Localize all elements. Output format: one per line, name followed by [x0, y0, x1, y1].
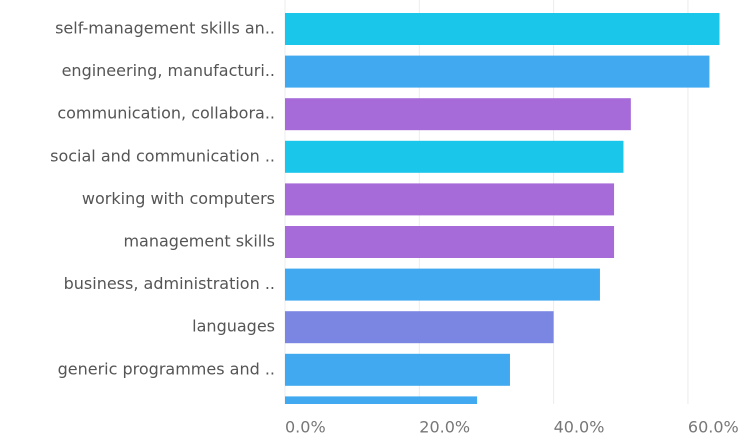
- x-tick-label: 20.0%: [419, 418, 470, 436]
- x-tick-label: 40.0%: [554, 418, 605, 436]
- bar: [285, 140, 624, 173]
- y-tick-label: management skills: [123, 232, 275, 251]
- bar: [285, 311, 554, 344]
- x-tick-label: 0.0%: [285, 418, 326, 436]
- bar: [285, 396, 478, 404]
- y-tick-label: social and communication ..: [50, 146, 275, 165]
- y-tick-label: engineering, manufacturi..: [62, 61, 275, 80]
- bar: [285, 98, 631, 131]
- y-tick-label: languages: [192, 317, 275, 336]
- bar: [285, 183, 615, 216]
- bar: [285, 13, 720, 45]
- y-tick-label: communication, collabora..: [57, 104, 275, 123]
- y-tick-label: business, administration ..: [64, 274, 275, 293]
- y-tick-label: self-management skills an..: [55, 19, 275, 38]
- bar: [285, 268, 600, 301]
- y-tick-label: working with computers: [82, 189, 275, 208]
- bar: [285, 353, 510, 386]
- x-tick-label: 60.0%: [688, 418, 739, 436]
- bar: [285, 55, 710, 88]
- y-tick-label: generic programmes and ..: [58, 359, 275, 378]
- bar: [285, 226, 615, 258]
